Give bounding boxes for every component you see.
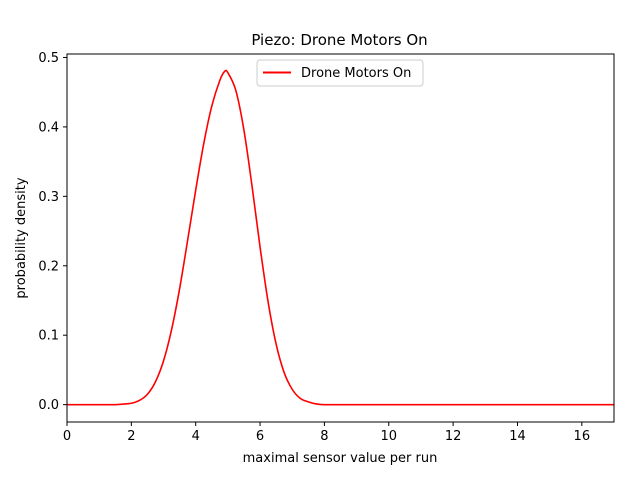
x-tick-label: 0: [63, 429, 71, 444]
plot-frame: [66, 53, 615, 423]
y-tick-label: 0.3: [38, 190, 59, 205]
y-tick-label: 0.5: [38, 51, 59, 66]
y-tick-label: 0.4: [38, 120, 59, 135]
y-tick-label: 0.2: [38, 259, 59, 274]
chart-title: Piezo: Drone Motors On: [251, 31, 427, 49]
x-tick-label: 6: [256, 429, 264, 444]
legend: Drone Motors On: [256, 59, 424, 87]
y-tick-label: 0.1: [38, 329, 59, 344]
x-axis: 0 2 4 6 8 10 12 14 16: [63, 422, 590, 444]
y-tick-label: 0.0: [38, 398, 59, 413]
x-tick-label: 16: [574, 429, 591, 444]
series-line-0: [67, 69, 614, 406]
x-tick-label: 2: [127, 429, 135, 444]
plot-series-group: [67, 69, 614, 406]
y-axis: 0.0 0.1 0.2 0.3 0.4 0.5: [38, 51, 67, 413]
legend-box: [256, 59, 424, 87]
x-tick-label: 10: [380, 429, 397, 444]
legend-label: Drone Motors On: [301, 66, 411, 81]
x-tick-label: 12: [445, 429, 462, 444]
y-axis-label: probability density: [14, 177, 29, 298]
x-axis-label: maximal sensor value per run: [243, 451, 438, 466]
x-tick-label: 4: [192, 429, 200, 444]
x-tick-label: 14: [509, 429, 526, 444]
x-tick-label: 8: [320, 429, 328, 444]
